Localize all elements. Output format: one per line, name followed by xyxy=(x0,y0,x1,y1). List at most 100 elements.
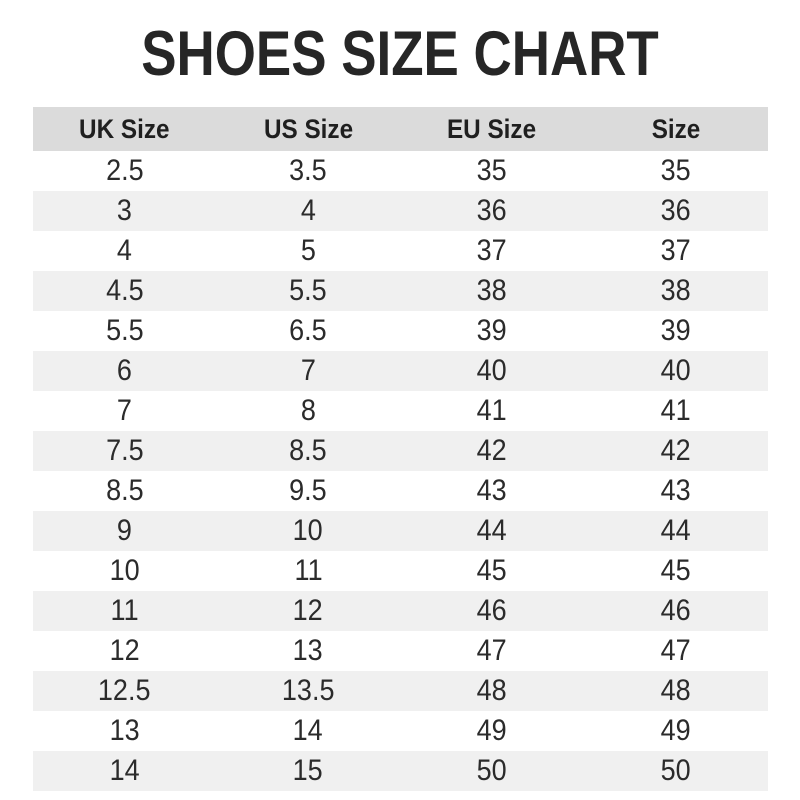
table-cell-value: 40 xyxy=(476,354,507,387)
table-cell: 5.5 xyxy=(33,311,217,351)
table-cell: 12 xyxy=(33,631,217,671)
table-cell: 50 xyxy=(584,751,768,791)
table-cell-value: 6.5 xyxy=(289,314,327,347)
table-cell-value: 39 xyxy=(476,314,507,347)
table-cell-value: 44 xyxy=(476,514,507,547)
table-cell-value: 10 xyxy=(109,554,140,587)
table-cell: 35 xyxy=(400,151,584,191)
table-cell-value: 10 xyxy=(293,514,324,547)
table-cell-value: 8.5 xyxy=(289,434,327,467)
table-cell-value: 49 xyxy=(476,714,507,747)
column-header-label: EU Size xyxy=(447,113,537,144)
table-cell: 46 xyxy=(584,591,768,631)
table-cell: 11 xyxy=(33,591,217,631)
table-cell-value: 35 xyxy=(660,154,691,187)
table-cell: 40 xyxy=(584,351,768,391)
table-cell: 3.5 xyxy=(216,151,400,191)
table-cell: 3 xyxy=(33,191,217,231)
table-row: 11 12 46 46 xyxy=(32,591,768,631)
table-cell: 41 xyxy=(584,391,768,431)
table-cell-value: 13.5 xyxy=(281,674,335,707)
table-cell-value: 38 xyxy=(476,274,507,307)
table-cell: 37 xyxy=(400,231,584,271)
table-cell-value: 37 xyxy=(476,234,507,267)
table-header-row: UK Size US Size EU Size Size xyxy=(32,107,768,151)
table-cell-value: 14 xyxy=(109,754,140,787)
table-cell: 14 xyxy=(216,711,400,751)
table-cell-value: 45 xyxy=(660,554,691,587)
table-row: 3 4 36 36 xyxy=(32,191,768,231)
table-cell-value: 2.5 xyxy=(105,154,144,187)
table-cell-value: 13 xyxy=(293,634,324,667)
table-cell-value: 46 xyxy=(660,594,691,627)
table-cell: 12 xyxy=(216,591,400,631)
table-cell-value: 39 xyxy=(660,314,691,347)
table-cell: 7 xyxy=(33,391,217,431)
table-row: 5.5 6.5 39 39 xyxy=(32,311,768,351)
table-cell: 8 xyxy=(216,391,400,431)
table-cell: 44 xyxy=(400,511,584,551)
table-cell-value: 5 xyxy=(300,234,316,267)
table-cell: 45 xyxy=(584,551,768,591)
table-cell-value: 14 xyxy=(293,714,324,747)
table-cell: 4.5 xyxy=(33,271,217,311)
table-cell: 11 xyxy=(216,551,400,591)
table-row: 4 5 37 37 xyxy=(32,231,768,271)
table-cell-value: 49 xyxy=(660,714,691,747)
table-cell-value: 7 xyxy=(116,394,132,427)
table-row: 12.5 13.5 48 48 xyxy=(32,671,768,711)
table-cell-value: 7.5 xyxy=(105,434,144,467)
table-cell-value: 48 xyxy=(476,674,507,707)
table-cell: 9.5 xyxy=(216,471,400,511)
table-cell-value: 35 xyxy=(476,154,507,187)
size-table: UK Size US Size EU Size Size 2.5 3.5 35 35 3… xyxy=(32,107,768,791)
table-cell-value: 43 xyxy=(660,474,691,507)
table-cell: 38 xyxy=(584,271,768,311)
table-cell: 35 xyxy=(584,151,768,191)
table-cell: 40 xyxy=(400,351,584,391)
table-cell: 42 xyxy=(400,431,584,471)
table-row: 13 14 49 49 xyxy=(32,711,768,751)
table-cell: 47 xyxy=(584,631,768,671)
table-row: 4.5 5.5 38 38 xyxy=(32,271,768,311)
table-cell: 6 xyxy=(33,351,217,391)
column-header-us-size: US Size xyxy=(216,107,400,151)
table-cell: 45 xyxy=(400,551,584,591)
table-cell-value: 11 xyxy=(110,594,139,627)
table-row: 6 7 40 40 xyxy=(32,351,768,391)
table-cell-value: 4 xyxy=(116,234,132,267)
table-cell: 4 xyxy=(216,191,400,231)
table-cell-value: 42 xyxy=(660,434,691,467)
table-cell: 41 xyxy=(400,391,584,431)
table-cell-value: 42 xyxy=(476,434,507,467)
table-cell: 5.5 xyxy=(216,271,400,311)
table-cell-value: 3.5 xyxy=(289,154,327,187)
table-cell: 37 xyxy=(584,231,768,271)
column-header-label: UK Size xyxy=(79,113,170,144)
column-header-uk-size: UK Size xyxy=(33,107,217,151)
table-cell: 36 xyxy=(400,191,584,231)
table-cell-value: 43 xyxy=(476,474,507,507)
column-header-eu-size: EU Size xyxy=(400,107,584,151)
table-cell: 43 xyxy=(400,471,584,511)
table-row: 7 8 41 41 xyxy=(32,391,768,431)
table-cell: 7 xyxy=(216,351,400,391)
table-cell: 49 xyxy=(400,711,584,751)
table-row: 2.5 3.5 35 35 xyxy=(32,151,768,191)
table-cell: 47 xyxy=(400,631,584,671)
table-row: 14 15 50 50 xyxy=(32,751,768,791)
table-cell: 13 xyxy=(216,631,400,671)
table-cell: 5 xyxy=(216,231,400,271)
table-cell: 15 xyxy=(216,751,400,791)
table-cell-value: 5.5 xyxy=(105,314,144,347)
table-cell-value: 11 xyxy=(294,554,323,587)
table-cell-value: 4.5 xyxy=(105,274,144,307)
table-cell: 39 xyxy=(400,311,584,351)
table-cell: 9 xyxy=(33,511,217,551)
column-header-label: Size xyxy=(651,113,700,144)
table-cell: 13.5 xyxy=(216,671,400,711)
table-cell: 48 xyxy=(584,671,768,711)
table-row: 8.5 9.5 43 43 xyxy=(32,471,768,511)
table-cell: 4 xyxy=(33,231,217,271)
table-cell-value: 5.5 xyxy=(289,274,327,307)
